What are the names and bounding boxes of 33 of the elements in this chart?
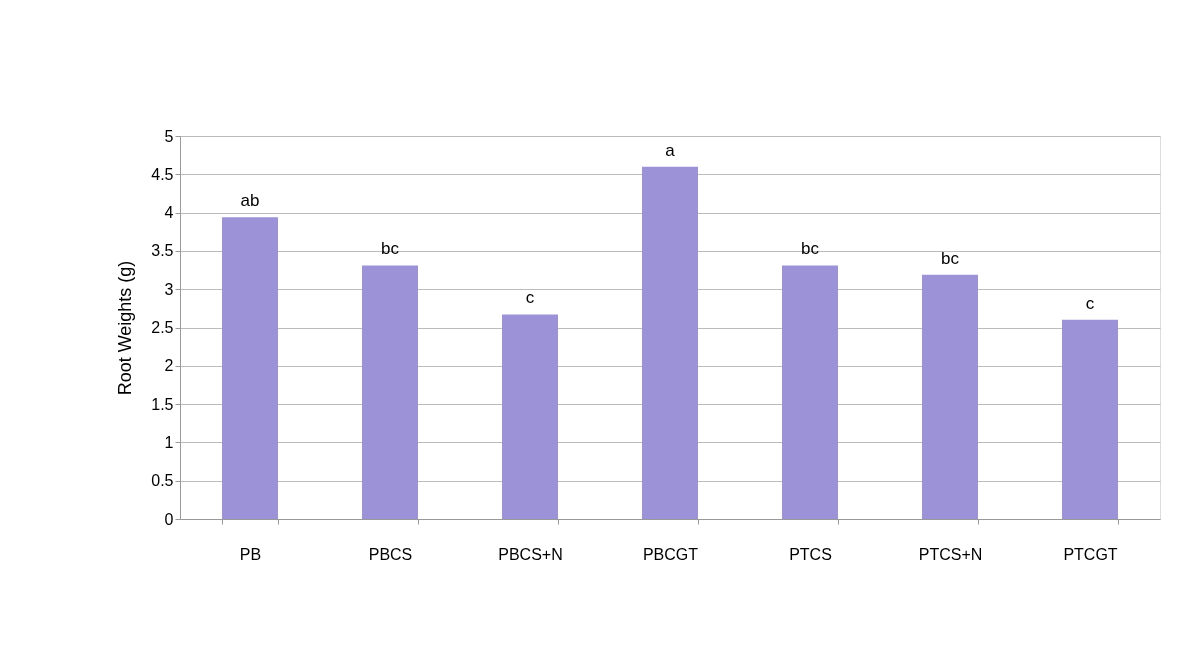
y-tick-label: 0.5 (151, 472, 174, 490)
y-tick-label: 2 (164, 357, 174, 375)
bar (222, 217, 278, 519)
y-tick-label: 3.5 (151, 242, 174, 260)
x-tick-label: PBCS+N (498, 545, 563, 563)
y-tick-label: 0 (164, 510, 174, 528)
bar (782, 265, 838, 519)
annotation: ab (240, 191, 260, 211)
annotation: bc (941, 248, 960, 268)
bar (502, 314, 558, 519)
y-tick-label: 1 (164, 433, 174, 451)
x-tick-label: PTCS+N (918, 545, 983, 563)
y-axis-title: Root Weights (g) (115, 260, 136, 396)
y-tick-label: 3 (164, 280, 174, 298)
annotation: bc (381, 239, 400, 259)
annotation: a (665, 140, 676, 160)
x-tick-label: PTCGT (1063, 545, 1118, 563)
annotation: c (525, 288, 535, 308)
x-tick-label: PB (239, 545, 262, 563)
y-tick-label: 4.5 (151, 165, 174, 183)
x-tick-label: PTCS (789, 545, 832, 563)
y-tick-label: 2.5 (151, 319, 174, 336)
x-tick-label: PBCGT (642, 545, 699, 563)
y-tick-label: 1.5 (151, 395, 174, 413)
y-tick-label: 5 (164, 127, 174, 145)
annotation: bc (801, 239, 820, 259)
y-tick-label: 4 (164, 204, 174, 222)
bar (922, 274, 978, 519)
annotation: c (1085, 293, 1095, 313)
x-tick-label: PBCS (368, 545, 413, 563)
bar (1062, 319, 1118, 519)
bar (642, 166, 698, 519)
bar (362, 265, 418, 519)
